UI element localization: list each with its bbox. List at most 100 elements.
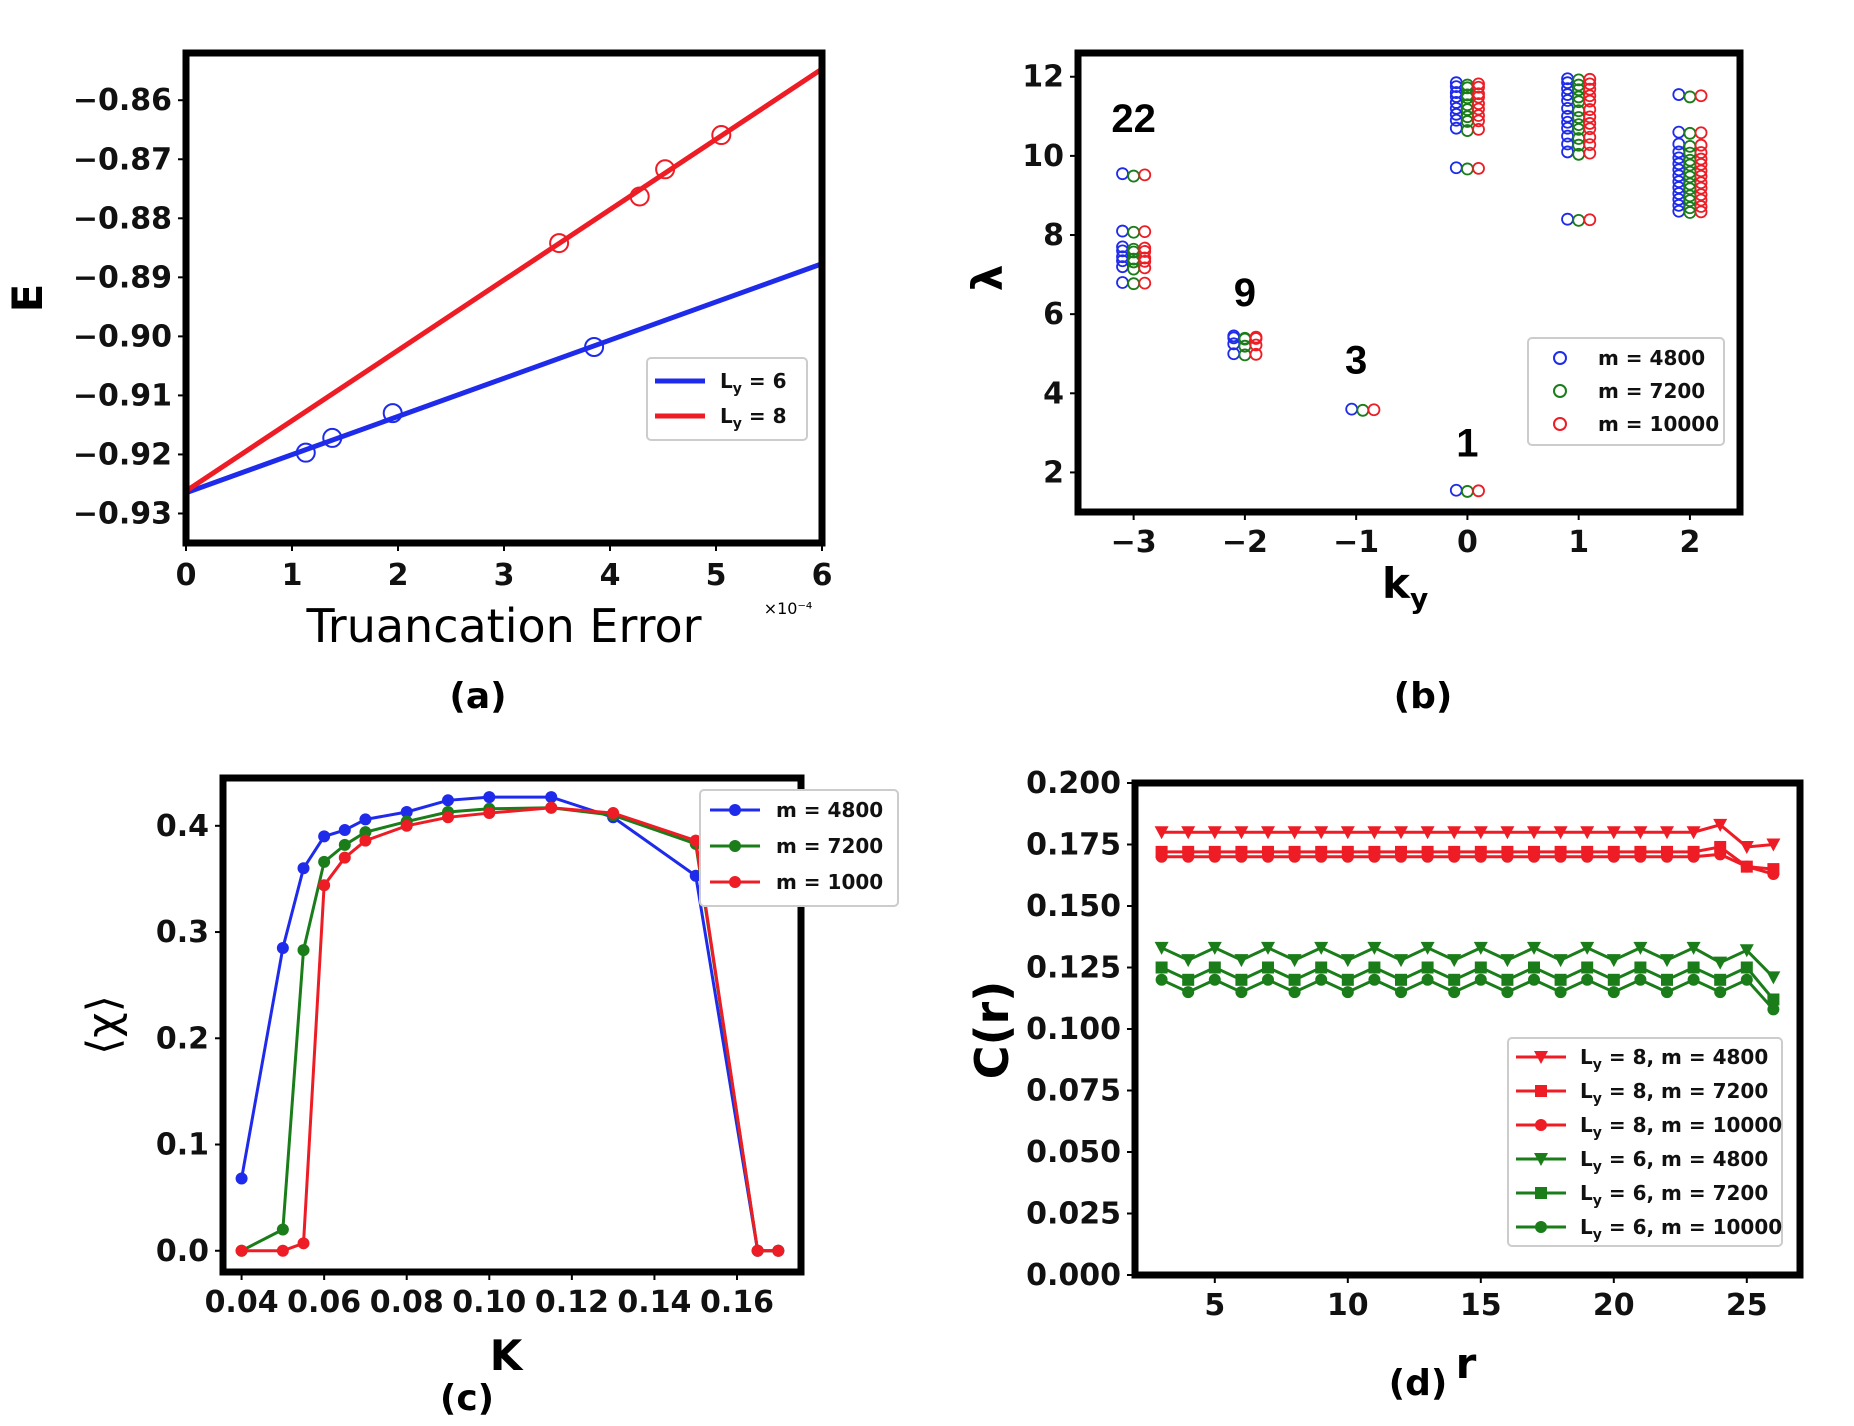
spectrum-point-red [1472, 97, 1485, 111]
spectrum-point-red [1249, 347, 1263, 361]
data-point-green-triangle [1314, 941, 1329, 955]
data-point-red [655, 159, 676, 180]
legend-label-ly8: Ly = 8 [720, 404, 787, 432]
legend-marker-m4800 [1553, 351, 1567, 365]
degeneracy-label: 3 [1345, 339, 1367, 383]
data-point-blue [483, 791, 496, 804]
data-point-green-square [1740, 961, 1753, 974]
spectrum-point-red [1472, 161, 1485, 175]
data-point-red-triangle [1394, 826, 1408, 840]
panel-a-plot-area [184, 66, 824, 496]
panel-a-legend: Ly = 6 Ly = 8 [646, 357, 808, 441]
data-point-red-circle [1341, 850, 1354, 863]
y-tick-label: 0.175 [1026, 828, 1121, 863]
x-tick-label: 4 [600, 558, 621, 593]
series-line-blue [240, 795, 779, 1253]
data-point-red-triangle [1633, 826, 1648, 840]
legend-label-ly8-m4800: Ly = 8, m = 4800 [1580, 1045, 1768, 1073]
data-point-red-circle [1315, 850, 1328, 863]
data-point-green-square [1501, 973, 1514, 986]
data-point-red-circle [1687, 850, 1700, 863]
spectrum-point-red [1138, 245, 1152, 258]
data-point-red-circle [1395, 850, 1407, 863]
panel-d-legend: Ly = 8, m = 4800 Ly = 8, m = 7200 Ly = 8… [1507, 1037, 1783, 1247]
panel-c-label: (c) [440, 1378, 494, 1419]
data-point-red-triangle [1686, 826, 1701, 840]
spectrum-point-red [1583, 138, 1597, 152]
spectrum-point-red [1472, 77, 1485, 91]
data-point-green-circle [1341, 986, 1354, 999]
spectrum-point-red [1249, 330, 1263, 344]
data-point-red-triangle [1660, 826, 1674, 840]
data-point-blue [400, 805, 413, 818]
data-point-green-circle [1182, 986, 1195, 999]
y-tick-label: −0.92 [73, 437, 172, 472]
x-tick-label: 10 [1327, 1288, 1369, 1323]
x-tick-label: 2 [388, 558, 409, 593]
data-point-red-circle [1448, 850, 1461, 863]
panel-d-legend-box [1507, 1037, 1783, 1247]
panel-b-xlabel: ky [1382, 559, 1428, 615]
data-point-green-triangle [1181, 954, 1196, 968]
panel-a-x-multiplier: ×10⁻⁴ [764, 599, 813, 618]
panel-c: 0.04 0.06 0.08 0.10 0.12 0.14 0.16 0.0 0.1 0.2 0.3… [78, 774, 899, 1419]
spectrum-point-red [1583, 110, 1597, 124]
data-point-red [400, 819, 413, 832]
data-point-green-triangle [1207, 941, 1222, 955]
y-tick-label: 0.1 [156, 1128, 209, 1163]
y-tick-label: 0.100 [1026, 1012, 1121, 1047]
data-point-green-triangle [1713, 956, 1728, 970]
x-tick-label: 0.04 [205, 1285, 279, 1320]
y-tick-label: 10 [1022, 139, 1064, 174]
fit-line-blue [185, 261, 823, 496]
data-point-red-triangle [1420, 826, 1435, 840]
spectrum-point-red [1583, 77, 1597, 91]
data-point-blue [442, 794, 455, 807]
x-tick-label: 3 [494, 558, 515, 593]
spectrum-point-red [1472, 484, 1485, 498]
data-point-red [235, 1244, 248, 1257]
data-point-green-square [1235, 973, 1248, 986]
data-point-red-triangle [1181, 826, 1196, 840]
y-tick-label: 0.200 [1026, 766, 1121, 801]
data-point-green-circle [1395, 986, 1407, 999]
x-tick-label: −1 [1333, 525, 1379, 560]
data-point-red [545, 801, 558, 814]
data-point-red [442, 811, 455, 824]
legend-label-m7200: m = 7200 [776, 834, 883, 858]
legend-marker-m7200 [729, 840, 741, 852]
data-point-green [297, 944, 310, 957]
panel-d-ticks: 5 10 15 20 25 0.000 0.025 0.050 0.075 0.100 0.125 0… [1026, 766, 1768, 1323]
data-point-green-square [1448, 973, 1461, 986]
spectrum-point-red [1138, 261, 1152, 275]
data-point-green-square [1634, 961, 1647, 974]
spectrum-point-red [1249, 338, 1263, 352]
data-point-green-circle [1501, 986, 1514, 999]
legend-marker-green-circle [1535, 1221, 1547, 1233]
data-point-green-circle [1767, 1003, 1780, 1016]
data-point-green-triangle [1473, 941, 1488, 955]
spectrum-point-red [1694, 138, 1708, 152]
data-point-green-triangle [1606, 954, 1621, 968]
data-point-green-circle [1474, 973, 1487, 986]
y-tick-label: −0.87 [73, 142, 172, 177]
data-point-blue [276, 941, 289, 954]
spectrum-point-red [1138, 276, 1152, 290]
data-point-green-square [1288, 973, 1301, 986]
panel-c-xlabel: K [490, 1331, 524, 1380]
y-tick-label: −0.89 [73, 260, 172, 295]
legend-marker-m10000 [1553, 417, 1567, 431]
spectrum-point-red [1138, 254, 1152, 268]
data-point-red-circle [1288, 850, 1301, 863]
x-tick-label: 0.06 [287, 1285, 361, 1320]
panel-b-plot-area [1116, 72, 1708, 498]
legend-label-ly8-m7200: Ly = 8, m = 7200 [1580, 1079, 1768, 1107]
x-tick-label: 0 [1457, 525, 1478, 560]
legend-label-m1000: m = 1000 [776, 870, 883, 894]
legend-label-ly6-m7200: Ly = 6, m = 7200 [1580, 1181, 1768, 1209]
y-tick-label: 6 [1043, 297, 1064, 332]
fit-line-red [184, 66, 824, 494]
data-point-red-triangle [1553, 826, 1568, 840]
data-point-green-square [1474, 961, 1487, 974]
spectrum-point-red [1138, 241, 1152, 255]
